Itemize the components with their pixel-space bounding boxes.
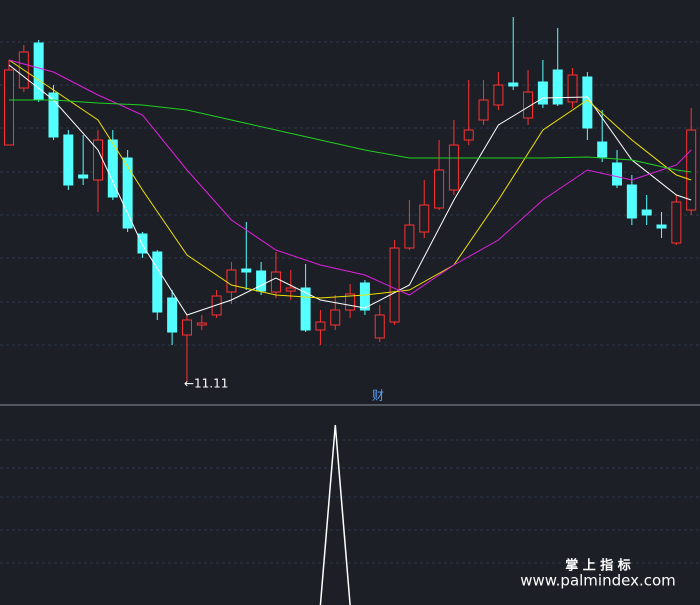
moving-average (8, 59, 692, 296)
panel-label: 财 (372, 389, 384, 403)
candle-body (107, 139, 118, 198)
candle-body (345, 293, 356, 311)
candle-body (597, 141, 608, 158)
candle-body (434, 169, 445, 209)
moving-average (9, 99, 692, 173)
candle-body (641, 209, 652, 216)
candle-body (493, 84, 504, 106)
candle-body (389, 247, 400, 323)
candle-body (612, 162, 623, 186)
candle-body (285, 287, 296, 292)
low-annotation: ←11.11 (184, 377, 228, 391)
candle-body (270, 271, 281, 293)
candle-body (508, 82, 519, 87)
watermark-url: www.palmindex.com (520, 572, 676, 590)
candle-body (567, 74, 578, 103)
moving-average (8, 59, 692, 299)
candle-body (374, 314, 385, 339)
candle-body (196, 322, 207, 326)
candle-body (63, 134, 74, 186)
candle-body (48, 92, 59, 138)
candle-body (537, 81, 548, 105)
candle-body (478, 99, 489, 121)
candle-body (167, 297, 178, 333)
candle-body (241, 268, 252, 273)
candle-body (330, 309, 341, 326)
candle-body (300, 287, 311, 331)
candle-body (78, 174, 89, 179)
indicator-line (319, 424, 351, 605)
candle-body (552, 69, 563, 105)
candle-body (419, 204, 430, 233)
candle-body (671, 201, 682, 244)
moving-average (8, 64, 692, 316)
candle-body (315, 321, 326, 331)
candle-body (626, 184, 637, 219)
candle-body (33, 42, 44, 101)
candle-body (181, 319, 192, 336)
candle-body (122, 157, 133, 229)
candle-body (4, 69, 14, 146)
candle-body (656, 224, 667, 229)
candle-body (152, 251, 163, 313)
watermark-title: 掌 上 指 标 (565, 558, 631, 574)
candle-body (463, 129, 474, 141)
candle-body (404, 224, 415, 249)
candle-body (137, 233, 148, 254)
grid (0, 41, 700, 564)
candle-body (523, 91, 534, 119)
candle-body (686, 129, 697, 211)
candle-body (359, 282, 370, 311)
candle-body (226, 269, 237, 293)
candle-body (256, 270, 267, 292)
candle-body (448, 144, 459, 191)
